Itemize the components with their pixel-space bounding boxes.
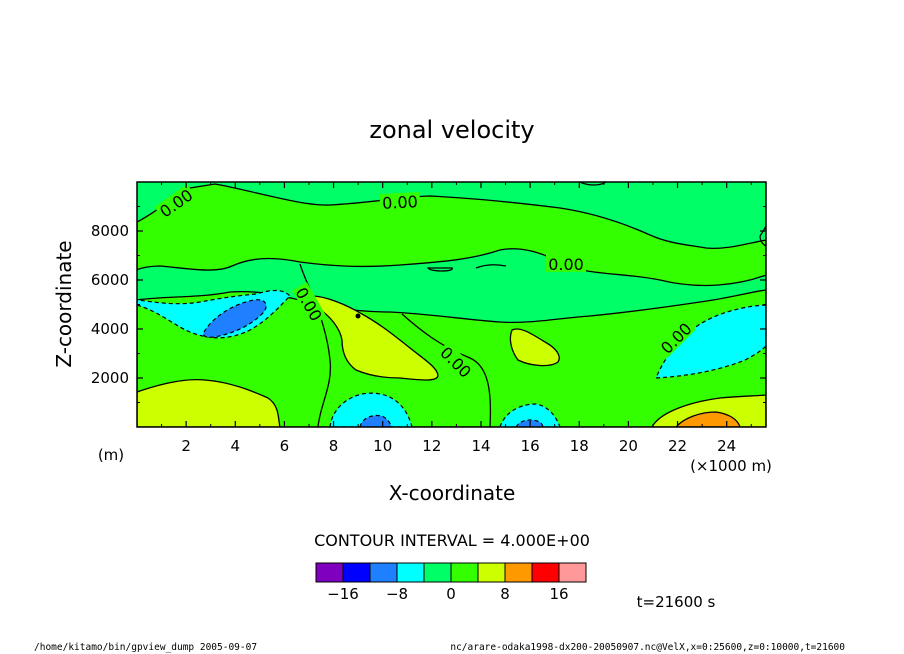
positive-region-bottom-right <box>651 394 766 427</box>
contour-label-text: 0.00 <box>382 192 419 213</box>
x-tick-label: 24 <box>717 437 736 455</box>
y-axis: 2000 4000 6000 8000 <box>91 206 766 403</box>
negative-region-bottom-2 <box>499 403 561 427</box>
time-label: t=21600 s <box>637 593 716 611</box>
colorbar-swatch <box>315 562 344 583</box>
y-tick-label: 2000 <box>91 369 129 387</box>
colorbar-tick-label: 8 <box>500 585 510 603</box>
colorbar-swatch <box>423 562 452 583</box>
y-tick-label: 6000 <box>91 271 129 289</box>
y-axis-title: Z-coordinate <box>52 240 76 367</box>
y-tick-label: 4000 <box>91 320 129 338</box>
x-tick-label: 2 <box>181 437 191 455</box>
contour-label: 0.00 <box>379 191 421 213</box>
zero-contour-b <box>401 313 492 427</box>
positive-region-upper <box>137 183 766 287</box>
x-tick-label: 12 <box>422 437 441 455</box>
x-tick-label: 22 <box>668 437 687 455</box>
positive-core-orange <box>675 411 741 427</box>
colorbar-swatch <box>450 562 479 583</box>
y-tick-label: 8000 <box>91 222 129 240</box>
x-tick-label: 16 <box>521 437 540 455</box>
positive-region-bottom-left <box>137 378 281 427</box>
zero-contour-d <box>475 264 507 269</box>
negative-region-right <box>655 304 766 379</box>
x-tick-label: 4 <box>231 437 241 455</box>
footer-left: /home/kitamo/bin/gpview_dump 2005-09-07 <box>34 642 257 653</box>
colorbar-tick-label: 16 <box>549 585 568 603</box>
colorbar-swatch <box>396 562 425 583</box>
positive-region-mid <box>509 328 560 367</box>
y-unit-label: (m) <box>98 446 124 464</box>
footer-right: nc/arare-odaka1998-dx200-20050907.nc@Vel… <box>450 642 845 653</box>
x-unit-label: (×1000 m) <box>690 457 772 475</box>
x-tick-label: 14 <box>471 437 490 455</box>
x-axis-title: X-coordinate <box>389 481 516 505</box>
contour-label-bg <box>436 341 477 382</box>
negative-region-bottom-1 <box>329 392 413 427</box>
colorbar-swatch <box>369 562 398 583</box>
colorbar-swatch <box>531 562 560 583</box>
x-tick-label: 6 <box>280 437 290 455</box>
x-tick-label: 10 <box>373 437 392 455</box>
negative-core-left <box>202 299 267 338</box>
contour-dot <box>355 313 361 319</box>
contour-label-bg <box>546 255 586 272</box>
x-tick-label: 20 <box>619 437 638 455</box>
colorbar: −16 −8 0 8 16 <box>315 562 587 603</box>
contour-label-bg <box>154 184 197 222</box>
contour-interval-label: CONTOUR INTERVAL = 4.000E+00 <box>314 531 590 550</box>
colorbar-swatch <box>477 562 506 583</box>
contour-label: 0.00 <box>546 255 586 274</box>
colorbar-swatch <box>504 562 533 583</box>
colorbar-tick-label: −8 <box>386 585 408 603</box>
x-tick-label: 8 <box>329 437 339 455</box>
colorbar-swatch <box>342 562 371 583</box>
colorbar-tick-label: −16 <box>327 585 359 603</box>
positive-region-center <box>310 295 439 381</box>
contour-label-bg <box>292 282 327 326</box>
negative-core-bottom-1 <box>359 414 393 427</box>
contour-label-bg <box>379 191 421 212</box>
x-axis: 2 4 6 8 10 12 14 16 18 20 22 24 <box>161 182 752 455</box>
contour-label-text: 0.00 <box>548 255 584 274</box>
colorbar-tick-label: 0 <box>446 585 456 603</box>
colorbar-swatch <box>558 562 587 583</box>
chart-title: zonal velocity <box>369 116 534 144</box>
zero-contour-c <box>426 267 453 272</box>
plot-area <box>137 182 766 427</box>
contour-label-bg <box>655 317 696 358</box>
x-tick-label: 18 <box>570 437 589 455</box>
